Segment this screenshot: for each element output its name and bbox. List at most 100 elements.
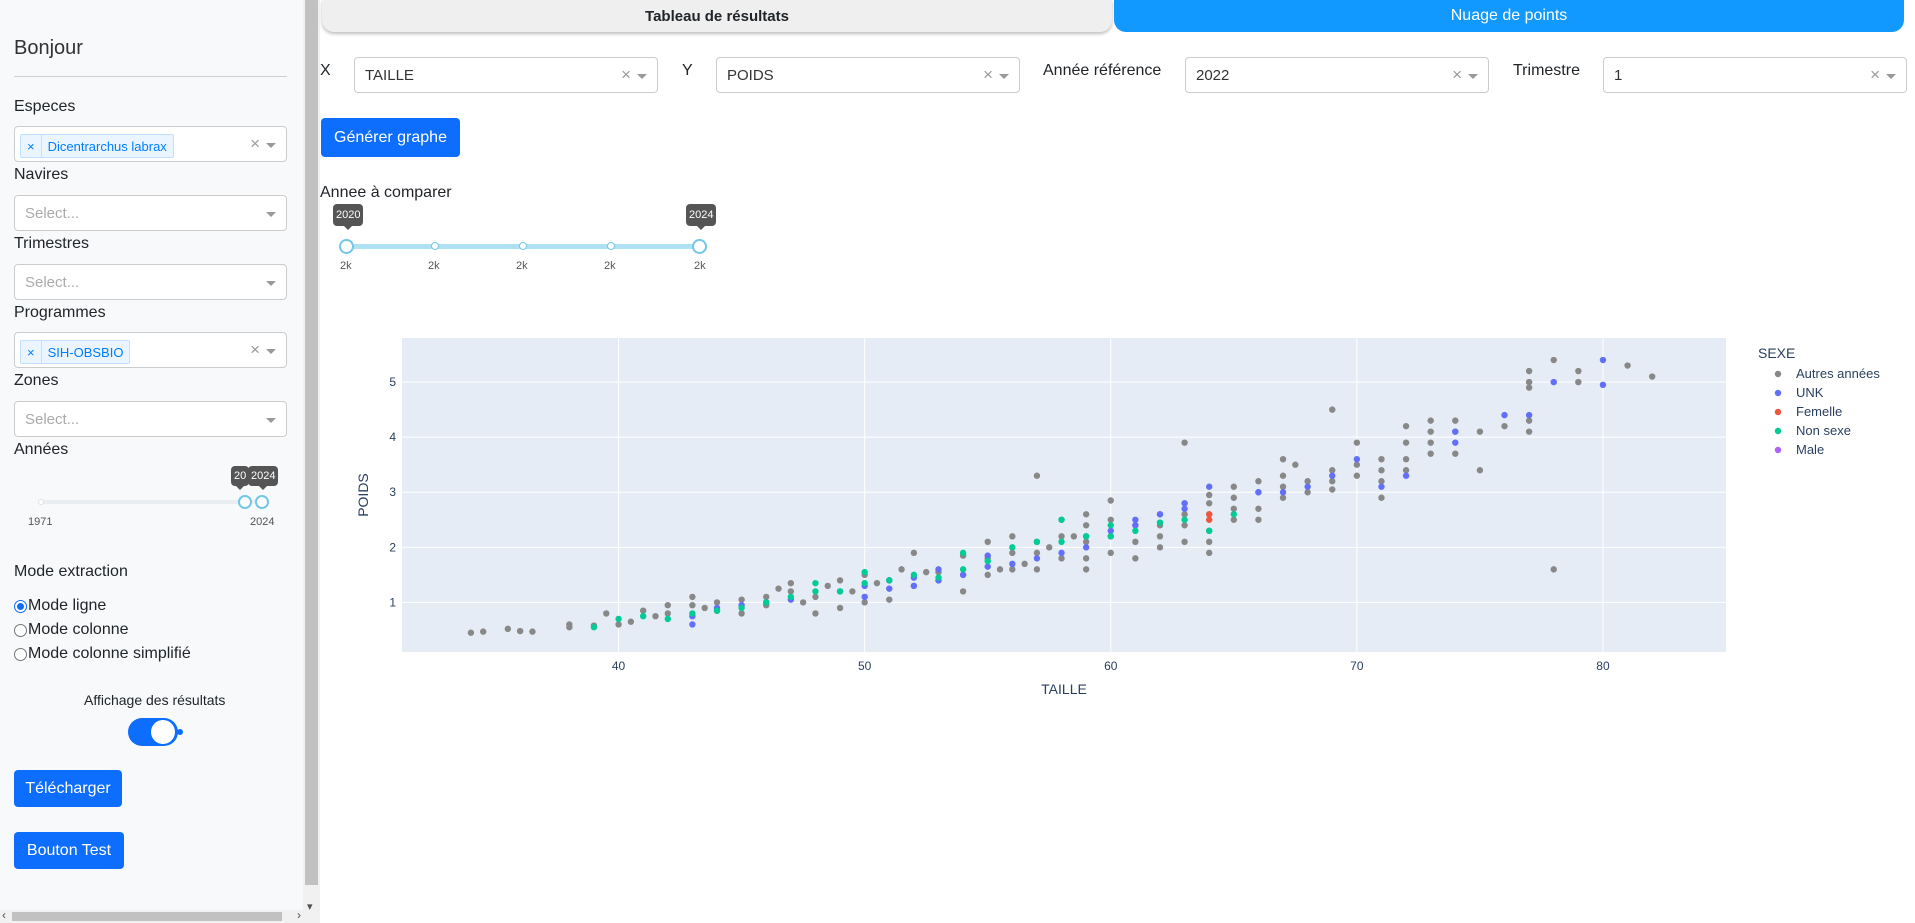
y-select[interactable]: POIDS × [716,57,1020,93]
data-point [1329,406,1336,413]
chevron-down-icon[interactable] [266,143,276,148]
annees-mark-min: 1971 [28,516,53,528]
annees-label: Années [14,441,69,458]
scrollbar-thumb[interactable] [305,0,318,885]
scroll-right-icon[interactable]: › [297,908,301,922]
radio-label: Mode colonne simplifié [28,645,191,662]
scroll-left-icon[interactable]: ‹ [2,908,6,922]
navires-dropdown[interactable]: Select... [14,195,287,231]
legend-item: Non sexe [1796,423,1851,438]
radio-mode-ligne[interactable]: Mode ligne [14,597,106,615]
radio-label: Mode ligne [28,597,107,614]
compare-mark: 2k [694,260,706,272]
chevron-down-icon[interactable] [637,74,647,79]
sidebar-horizontal-scrollbar[interactable]: ‹ › [0,908,303,923]
remove-chip-icon[interactable]: × [21,135,42,157]
radio-mode-colonne[interactable]: Mode colonne [14,621,129,639]
annees-slider-handle-high[interactable] [255,495,269,509]
data-point [713,607,721,614]
navires-label: Navires [14,166,69,183]
scrollbar-thumb[interactable] [12,912,282,921]
trimestre-select[interactable]: 1 × [1603,57,1907,93]
clear-icon[interactable]: × [250,340,260,359]
data-point [959,566,967,573]
data-point [1525,378,1533,386]
data-point [1205,500,1213,507]
data-point [639,607,647,614]
radio-button[interactable] [14,599,27,613]
annees-mark-max: 2024 [250,516,275,528]
chevron-down-icon[interactable] [266,281,276,286]
x-select[interactable]: TAILLE × [354,57,658,93]
data-point [886,596,893,603]
clear-icon[interactable]: × [1870,65,1880,84]
zones-dropdown[interactable]: Select... [14,401,287,437]
chevron-down-icon[interactable] [266,212,276,217]
tab-tableau-resultats[interactable]: Tableau de résultats [322,0,1112,32]
data-point [1156,533,1164,540]
generate-graph-button[interactable]: Générer graphe [321,118,460,157]
especes-chip-label: Dicentrarchus labrax [47,138,167,154]
annees-slider-handle-low[interactable] [238,495,252,509]
legend-marker [1774,408,1782,416]
data-point [1525,411,1533,419]
y-label: Y [682,62,693,79]
chevron-down-icon[interactable] [1468,74,1478,79]
data-point [1230,511,1238,518]
clear-icon[interactable]: × [1452,65,1462,84]
chevron-down-icon[interactable] [266,418,276,423]
trimestres-dropdown[interactable]: Select... [14,264,287,300]
especes-dropdown[interactable]: × Dicentrarchus labrax × [14,126,287,162]
download-button[interactable]: Télécharger [14,770,122,807]
data-point [1070,533,1078,540]
data-point [910,571,918,579]
data-point [1033,549,1041,557]
clear-icon[interactable]: × [621,65,631,84]
test-button[interactable]: Bouton Test [14,832,124,869]
remove-chip-icon[interactable]: × [21,341,42,363]
compare-mark: 2k [604,260,616,272]
annees-slider-track[interactable] [40,500,265,504]
compare-slider-tick [607,242,615,250]
data-point [1181,439,1188,446]
data-point [1230,494,1238,501]
scroll-down-icon[interactable]: ▾ [307,901,313,913]
data-point [689,610,696,617]
annee-comparer-slider[interactable]: 2020 2024 2k 2k 2k 2k 2k [330,204,717,278]
tab-nuage-points[interactable]: Nuage de points [1114,0,1904,32]
annees-range-slider[interactable]: 20 2024 1971 2024 [28,466,279,552]
data-point [1353,472,1361,479]
compare-slider-handle-high[interactable] [692,239,707,254]
data-point [824,582,831,590]
affichage-toggle[interactable] [128,718,178,746]
data-point [689,593,696,601]
clear-icon[interactable]: × [250,134,260,153]
data-point [861,599,868,606]
data-point [1082,555,1090,562]
chevron-down-icon[interactable] [999,74,1009,79]
toggle-knob[interactable] [151,720,175,744]
radio-button[interactable] [14,623,27,637]
data-point [1648,373,1656,380]
affichage-label: Affichage des résultats [84,692,226,708]
chevron-down-icon[interactable] [266,349,276,354]
legend-item: Autres années [1796,366,1880,381]
data-point [1279,494,1287,501]
data-point [1021,560,1028,568]
radio-mode-colonne-simplifie[interactable]: Mode colonne simplifié [14,645,191,663]
data-point [627,618,635,625]
chevron-down-icon[interactable] [1886,74,1896,79]
data-point [787,579,795,587]
programmes-dropdown[interactable]: × SIH-OBSBIO × [14,332,287,368]
clear-icon[interactable]: × [983,65,993,84]
annee-reference-select[interactable]: 2022 × [1185,57,1489,93]
trimestres-placeholder: Select... [25,274,80,291]
mode-extraction-label: Mode extraction [14,563,128,580]
radio-button[interactable] [14,647,27,661]
data-point [1427,439,1434,446]
data-point [1476,467,1484,474]
data-point [886,585,893,592]
sidebar-vertical-scrollbar[interactable]: ▾ [303,0,320,923]
compare-slider-handle-low[interactable] [339,239,354,254]
x-axis-label: TAILLE [1041,681,1087,697]
